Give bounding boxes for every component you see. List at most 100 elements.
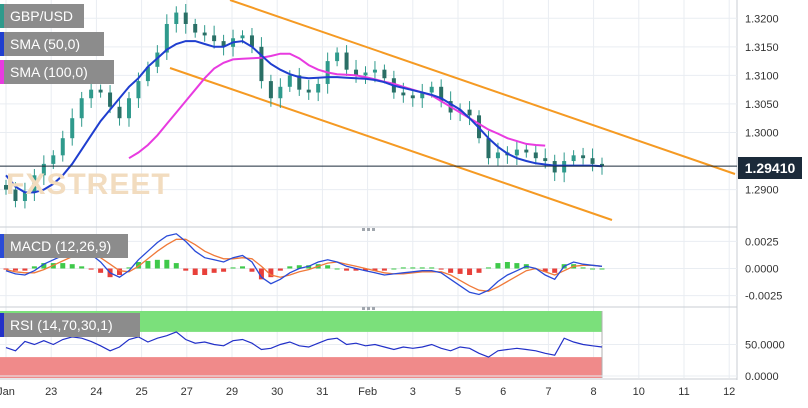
x-tick-label: 8 — [591, 386, 597, 398]
candle-body — [193, 23, 198, 33]
fxstreet-watermark: FXSTREET — [6, 168, 171, 201]
candle-body — [514, 149, 519, 156]
panel-resize-handle — [372, 307, 375, 310]
y-tick-label: 1.2900 — [745, 185, 779, 197]
x-tick-label: 27 — [181, 386, 193, 398]
legend-rsi: RSI (14,70,30,1) — [0, 313, 140, 337]
legend-rsi-swatch — [0, 313, 4, 337]
candle-body — [571, 155, 576, 162]
candle-body — [4, 185, 8, 190]
x-tick-label: 6 — [500, 386, 506, 398]
macd-histogram-bar — [296, 265, 302, 269]
candle-body — [354, 69, 359, 76]
macd-histogram-bar — [230, 267, 236, 269]
panel-resize-handle — [372, 228, 375, 231]
legend-sma100-swatch — [0, 60, 4, 84]
candle-body — [268, 81, 273, 99]
candle-body — [145, 66, 150, 82]
macd-tick-label: -0.0025 — [745, 291, 782, 303]
macd-tick-label: 0.0025 — [745, 236, 779, 248]
candle-body — [278, 86, 283, 99]
candle-body — [70, 118, 75, 139]
macd-histogram-bar — [3, 268, 9, 270]
x-tick-label: Feb — [358, 386, 377, 398]
legend-macd-swatch — [0, 234, 4, 258]
rsi-overbought-zone — [0, 311, 602, 332]
x-tick-label: 10 — [633, 386, 645, 398]
macd-histogram-bar — [580, 267, 586, 269]
macd-histogram-bar — [381, 268, 387, 271]
candle-body — [458, 109, 463, 113]
candle-body — [108, 92, 113, 107]
macd-histogram-bar — [249, 268, 255, 272]
panel-resize-handle — [362, 307, 365, 310]
candle-body — [183, 12, 188, 24]
macd-histogram-bar — [495, 263, 501, 269]
macd-histogram-bar — [476, 268, 482, 273]
legend-sma100-label: SMA (100,0) — [10, 64, 88, 80]
legend-sma100: SMA (100,0) — [0, 60, 114, 84]
x-tick-label: 31 — [316, 386, 328, 398]
candle-body — [590, 158, 595, 164]
legend-sma50-swatch — [0, 32, 4, 56]
macd-histogram-bar — [202, 268, 208, 275]
macd-histogram-bar — [419, 267, 425, 269]
macd-histogram-bar — [12, 268, 18, 271]
macd-histogram-bar — [211, 268, 217, 273]
macd-histogram-bar — [334, 268, 340, 270]
legend-macd: MACD (12,26,9) — [0, 234, 128, 258]
macd-histogram-bar — [467, 268, 473, 275]
x-tick-label: 12 — [723, 386, 735, 398]
legend-pair-swatch — [0, 4, 4, 28]
macd-histogram-bar — [22, 268, 28, 271]
candle-body — [420, 92, 425, 99]
candle-body — [221, 41, 226, 47]
x-tick-label: 11 — [678, 386, 689, 398]
candle-body — [259, 46, 264, 82]
candle-body — [249, 35, 254, 47]
macd-histogram-bar — [429, 267, 435, 269]
channel-upper-line — [229, 0, 736, 175]
x-tick-label: 23 — [45, 386, 57, 398]
candle-body — [495, 152, 500, 159]
candle-body — [117, 106, 122, 119]
x-tick-label: 29 — [226, 386, 238, 398]
macd-histogram-bar — [164, 259, 170, 269]
candle-body — [13, 189, 18, 202]
sma50-line — [5, 40, 603, 194]
candle-body — [126, 98, 131, 119]
macd-histogram-bar — [504, 262, 510, 269]
macd-histogram-bar — [599, 268, 605, 270]
macd-histogram-bar — [410, 267, 416, 269]
candle-body — [32, 175, 37, 193]
rsi-line — [5, 331, 603, 358]
y-tick-label: 1.3050 — [745, 99, 779, 111]
macd-histogram-bar — [344, 268, 350, 271]
x-tick-label: 25 — [135, 386, 147, 398]
macd-histogram-bar — [126, 267, 132, 269]
y-tick-label: 1.3200 — [745, 13, 779, 25]
legend-pair: GBP/USD — [0, 4, 84, 28]
macd-histogram-bar — [514, 263, 520, 269]
candle-body — [429, 86, 434, 93]
macd-tick-label: 0.0000 — [745, 264, 779, 276]
candle-body — [533, 152, 538, 159]
macd-histogram-bar — [69, 264, 75, 269]
x-tick-label: 5 — [455, 386, 461, 398]
x-tick-label: 3 — [410, 386, 416, 398]
channel-lower-line — [169, 67, 613, 221]
candle-body — [51, 155, 56, 164]
macd-histogram-bar — [325, 265, 331, 269]
candle-body — [552, 161, 557, 173]
macd-histogram-bar — [154, 259, 160, 269]
macd-histogram-bar — [173, 263, 179, 269]
macd-histogram-bar — [60, 263, 66, 269]
macd-histogram-bar — [552, 268, 558, 273]
legend-sma50-label: SMA (50,0) — [10, 36, 81, 52]
candle-body — [410, 95, 415, 99]
candle-body — [316, 83, 321, 93]
macd-histogram-bar — [400, 267, 406, 269]
macd-histogram-bar — [88, 268, 94, 270]
last-price-tag: 1.29410 — [738, 157, 802, 179]
